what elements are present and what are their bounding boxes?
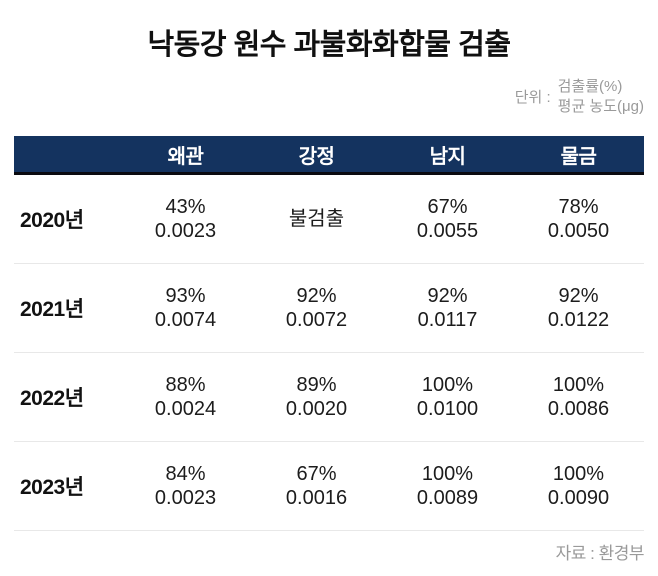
- avg-concentration: 0.0089: [416, 487, 479, 509]
- detection-rate: 84%: [165, 463, 206, 485]
- data-cell: 43% 0.0023: [120, 195, 251, 243]
- avg-concentration: 0.0050: [547, 220, 610, 242]
- data-cell: 92% 0.0117: [382, 284, 513, 332]
- avg-concentration: 0.0016: [285, 487, 348, 509]
- avg-concentration: 0.0117: [417, 309, 478, 331]
- year-label: 2021년: [20, 298, 84, 321]
- year-label: 2020년: [20, 209, 84, 232]
- detection-rate: 100%: [421, 463, 474, 485]
- column-header-namji: 남지: [429, 145, 466, 168]
- page-title: 낙동강 원수 과불화화합물 검출: [147, 29, 511, 61]
- avg-concentration: 0.0055: [416, 220, 479, 242]
- source-credit: 자료 : 환경부: [555, 544, 645, 563]
- avg-concentration: 0.0100: [416, 398, 479, 420]
- detection-rate: 100%: [552, 463, 605, 485]
- table-header-row: 왜관 강정 남지 물금: [14, 136, 644, 175]
- detection-rate: 불검출: [288, 208, 345, 230]
- table-row-2022: 2022년 88% 0.0024 89% 0.0020 100% 0.0100 …: [14, 353, 644, 442]
- avg-concentration: 0.0023: [154, 487, 217, 509]
- data-cell: 92% 0.0122: [513, 284, 644, 332]
- data-cell: 100% 0.0090: [513, 462, 644, 510]
- data-cell: 67% 0.0055: [382, 195, 513, 243]
- avg-concentration: 0.0122: [547, 309, 610, 331]
- table-row-2020: 2020년 43% 0.0023 불검출 67% 0.0055 78% 0.00…: [14, 175, 644, 264]
- detection-rate: 100%: [552, 374, 605, 396]
- detection-rate: 100%: [421, 374, 474, 396]
- detection-rate: 92%: [427, 285, 468, 307]
- detection-rate: 43%: [165, 196, 206, 218]
- unit-note: 단위 : 검출률(%) 평균 농도(μg): [515, 77, 644, 116]
- avg-concentration: 0.0086: [547, 398, 610, 420]
- avg-concentration: 0.0024: [154, 398, 217, 420]
- table-row-2023: 2023년 84% 0.0023 67% 0.0016 100% 0.0089 …: [14, 442, 644, 531]
- data-cell: 불검출: [251, 207, 382, 231]
- column-header-mulgeum: 물금: [560, 145, 597, 168]
- unit-lines: 검출률(%) 평균 농도(μg): [558, 77, 644, 116]
- unit-label: 단위 :: [514, 89, 551, 106]
- data-cell: 93% 0.0074: [120, 284, 251, 332]
- detection-rate: 93%: [165, 285, 206, 307]
- detection-rate: 92%: [296, 285, 337, 307]
- unit-line-avg-concentration: 평균 농도(μg): [557, 97, 644, 115]
- detection-rate: 67%: [427, 196, 468, 218]
- table-row-2021: 2021년 93% 0.0074 92% 0.0072 92% 0.0117 9…: [14, 264, 644, 353]
- data-cell: 100% 0.0089: [382, 462, 513, 510]
- avg-concentration: 0.0072: [285, 309, 348, 331]
- avg-concentration: 0.0020: [285, 398, 348, 420]
- data-cell: 84% 0.0023: [120, 462, 251, 510]
- detection-rate: 88%: [165, 374, 206, 396]
- year-label: 2022년: [20, 387, 84, 410]
- detection-rate: 67%: [296, 463, 337, 485]
- detection-rate: 78%: [558, 196, 599, 218]
- data-cell: 100% 0.0100: [382, 373, 513, 421]
- avg-concentration: 0.0023: [154, 220, 217, 242]
- year-label: 2023년: [20, 476, 84, 499]
- detection-rate: 92%: [558, 285, 599, 307]
- data-cell: 89% 0.0020: [251, 373, 382, 421]
- row-header-spacer: [14, 136, 120, 172]
- data-cell: 92% 0.0072: [251, 284, 382, 332]
- avg-concentration: 0.0074: [154, 309, 217, 331]
- detection-rate: 89%: [296, 374, 337, 396]
- data-table: 왜관 강정 남지 물금 2020년 43% 0.0023 불검출 67% 0.0…: [14, 136, 644, 531]
- data-cell: 67% 0.0016: [251, 462, 382, 510]
- unit-line-detection-rate: 검출률(%): [557, 78, 623, 95]
- column-header-waegwan: 왜관: [167, 145, 204, 168]
- data-cell: 78% 0.0050: [513, 195, 644, 243]
- data-cell: 100% 0.0086: [513, 373, 644, 421]
- column-header-gangjeong: 강정: [298, 145, 335, 168]
- avg-concentration: 0.0090: [547, 487, 610, 509]
- data-cell: 88% 0.0024: [120, 373, 251, 421]
